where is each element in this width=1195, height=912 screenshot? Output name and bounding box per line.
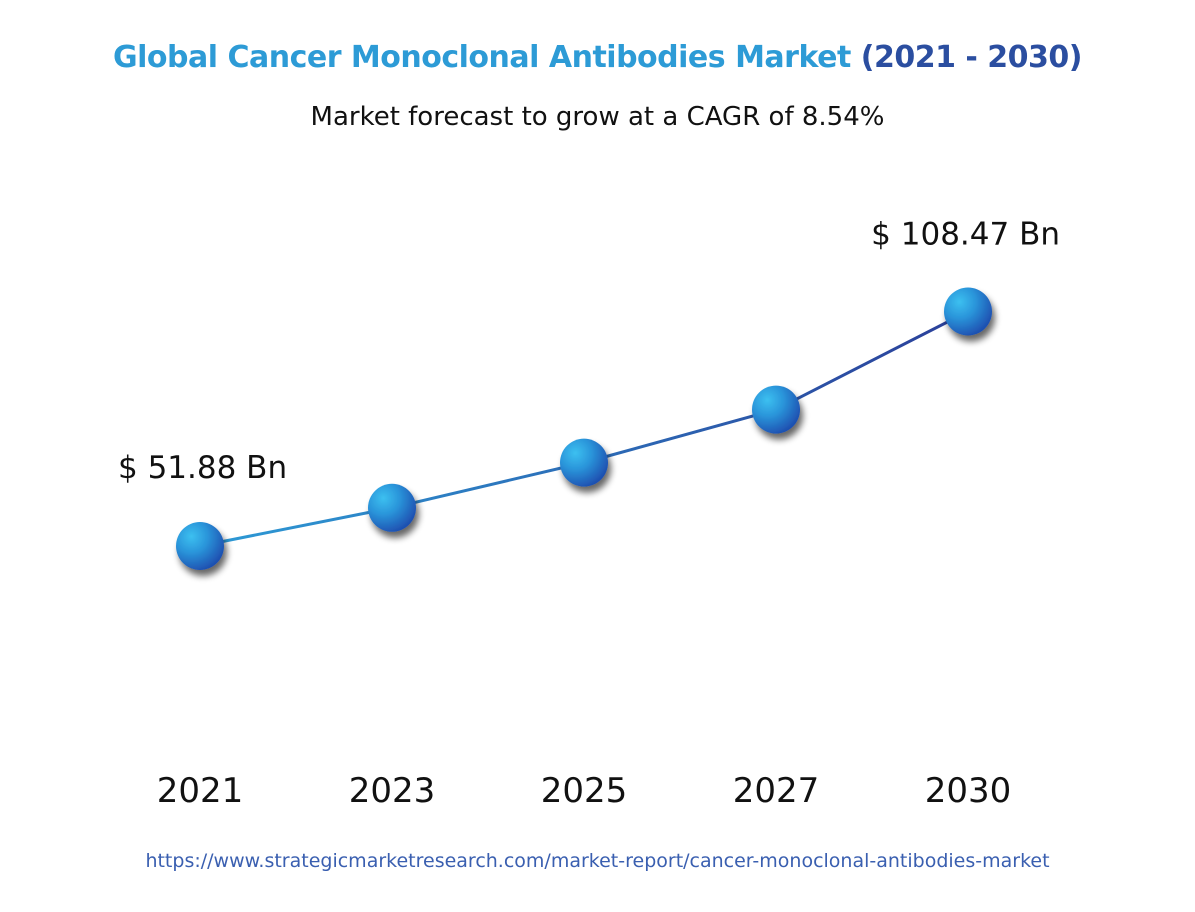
x-tick-2023: 2023 <box>349 771 436 811</box>
data-label-2030: $ 108.47 Bn <box>871 217 1060 253</box>
data-point-2025 <box>560 438 608 487</box>
data-point-2030 <box>944 287 992 336</box>
data-label-2021: $ 51.88 Bn <box>118 450 287 486</box>
data-point-2023 <box>368 483 416 532</box>
x-tick-2027: 2027 <box>733 771 820 811</box>
grid-lines <box>102 242 1064 762</box>
chart-title: Global Cancer Monoclonal Antibodies Mark… <box>0 40 1195 75</box>
data-point-layer <box>176 287 992 571</box>
series-line <box>199 310 969 548</box>
series-line-layer <box>199 310 969 548</box>
data-point-2027 <box>752 385 800 434</box>
chart-subtitle: Market forecast to grow at a CAGR of 8.5… <box>310 102 885 132</box>
data-point-2021 <box>176 522 224 571</box>
x-tick-2021: 2021 <box>157 771 244 811</box>
x-axis-tick-labels: 2021 2023 2025 2027 2030 <box>157 771 1012 811</box>
x-tick-2025: 2025 <box>541 771 628 811</box>
source-url: https://www.strategicmarketresearch.com/… <box>145 850 1050 872</box>
chart-title-years: (2021 - 2030) <box>860 40 1083 75</box>
annotation-layer: $ 51.88 Bn $ 108.47 Bn <box>118 217 1060 487</box>
chart-title-main: Global Cancer Monoclonal Antibodies Mark… <box>112 40 861 75</box>
x-tick-2030: 2030 <box>925 771 1012 811</box>
